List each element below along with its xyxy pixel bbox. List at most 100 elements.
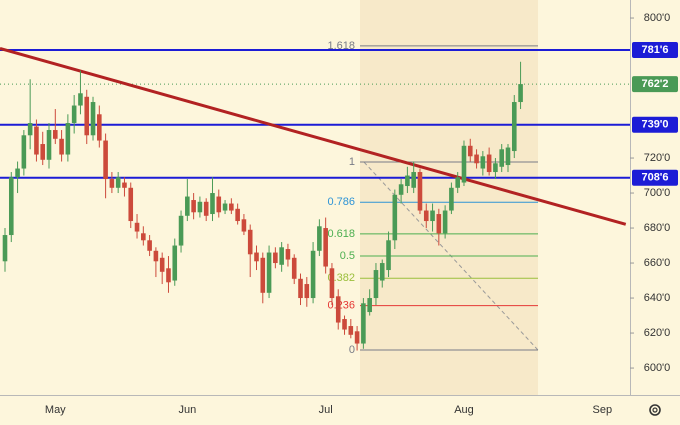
candle-body (153, 250, 159, 262)
candle-body (518, 84, 523, 103)
candle-body (342, 319, 347, 330)
candle-body (348, 326, 354, 335)
y-tick-label: 800'0 (644, 12, 671, 24)
candle-body (78, 93, 83, 106)
y-tick-label: 660'0 (644, 257, 671, 269)
candle-body (266, 252, 272, 293)
candle-body (398, 184, 404, 195)
candle-body (511, 102, 517, 152)
candle-body (21, 135, 27, 169)
candle-body (486, 154, 492, 173)
last-price-box (632, 76, 678, 93)
candle-body (455, 177, 460, 188)
candle-body (335, 296, 341, 323)
y-tick-label: 620'0 (644, 327, 671, 339)
candle-body (423, 210, 429, 222)
candle-body (317, 226, 322, 251)
candle-body (386, 240, 391, 271)
fib-label: 0.382 (327, 272, 355, 284)
fib-label: 0.618 (327, 228, 355, 240)
x-tick-label: Sep (593, 404, 613, 416)
candle-body (329, 268, 335, 299)
candle-body (8, 177, 14, 236)
candle-body (203, 201, 209, 216)
candle-body (480, 156, 486, 169)
x-tick-label: Jun (178, 404, 196, 416)
candle-body (298, 278, 303, 299)
candle-body (159, 257, 165, 272)
candle-body (172, 245, 178, 281)
candle-body (279, 247, 284, 265)
candle-body (27, 123, 33, 136)
candle-body (442, 210, 448, 234)
fib-zone (360, 0, 538, 395)
trendline (0, 47, 627, 226)
level-price-label: 781'6 (641, 44, 668, 56)
fib-label: 0.236 (327, 300, 355, 312)
candle-body (147, 240, 152, 251)
level-price-label: 708'6 (641, 172, 668, 184)
candle-body (392, 194, 398, 241)
x-tick-label: Aug (454, 404, 474, 416)
settings-icon[interactable] (649, 404, 661, 416)
candle-body (84, 96, 90, 136)
candle-body (197, 201, 203, 213)
candle-body (430, 210, 435, 222)
candle-body (285, 249, 291, 260)
candle-body (15, 168, 20, 178)
candle-body (109, 179, 115, 188)
candle-body (216, 196, 222, 213)
candle-body (291, 257, 297, 279)
y-tick-label: 720'0 (644, 152, 671, 164)
candle-body (436, 214, 442, 234)
candle-body (34, 126, 39, 155)
level-price-label: 739'0 (641, 119, 668, 131)
candle-body (354, 331, 360, 344)
candle-body (46, 130, 52, 160)
candle-body (235, 208, 240, 222)
candle-body (222, 203, 228, 211)
candle-body (310, 250, 316, 299)
candle-body (493, 163, 498, 173)
candle-body (71, 105, 77, 124)
candle-body (247, 229, 253, 255)
candle-body (323, 228, 328, 267)
candle-body (103, 140, 108, 180)
level-price-box (632, 41, 678, 58)
last-price-label: 762'2 (641, 78, 668, 90)
fib-label: 1 (349, 156, 355, 168)
candle-body (166, 268, 171, 283)
x-tick-label: May (45, 404, 66, 416)
candle-body (405, 175, 410, 187)
candle-body (461, 145, 467, 183)
candle-body (304, 284, 310, 299)
candle-body (185, 196, 190, 216)
y-tick-label: 700'0 (644, 187, 671, 199)
candle-body (128, 187, 134, 222)
candle-body (241, 219, 247, 232)
candle-body (229, 203, 234, 211)
level-price-box (632, 169, 678, 186)
fib-label: 0 (349, 344, 355, 356)
level-price-box (632, 116, 678, 133)
fib-label: 1.618 (327, 40, 355, 52)
candle-body (417, 172, 423, 211)
candle-body (499, 149, 505, 167)
y-tick-label: 640'0 (644, 292, 671, 304)
candle-body (65, 123, 71, 155)
candle-body (361, 303, 366, 344)
y-tick-label: 600'0 (644, 362, 671, 374)
candle-body (367, 298, 372, 313)
candle-body (411, 172, 416, 188)
candle-body (178, 215, 184, 246)
candle-body (97, 114, 102, 141)
fib-label: 0.5 (340, 250, 355, 262)
y-tick-label: 680'0 (644, 222, 671, 234)
candle-body (40, 144, 46, 160)
candle-body (141, 233, 146, 241)
candle-body (115, 177, 121, 188)
x-tick-label: Jul (319, 404, 333, 416)
candle-body (2, 235, 8, 262)
